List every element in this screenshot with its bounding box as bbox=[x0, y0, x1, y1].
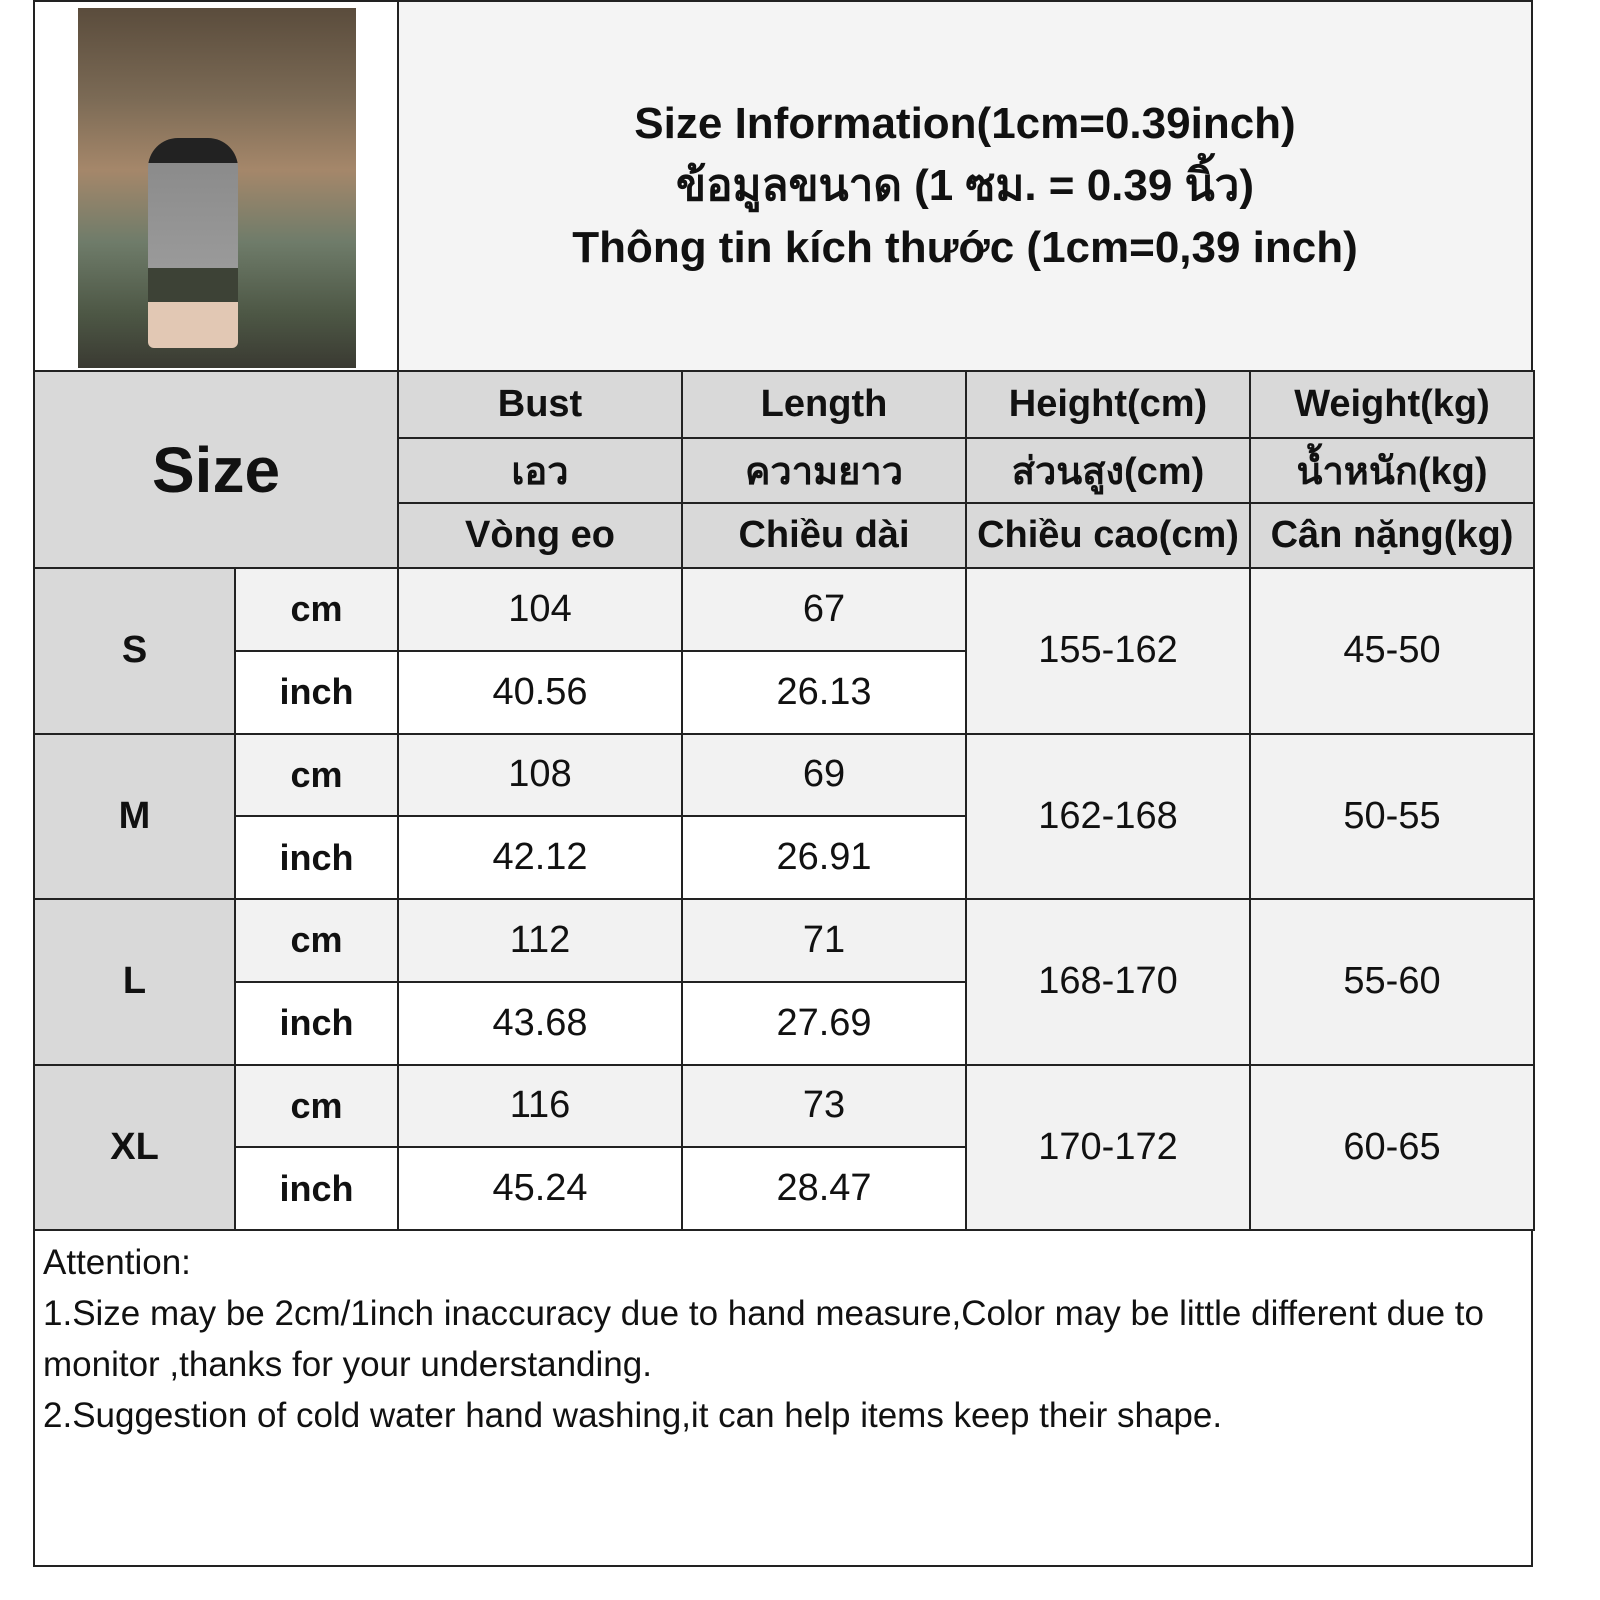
bust-inch-value: 40.56 bbox=[397, 649, 683, 735]
note-item: 1.Size may be 2cm/1inch inaccuracy due t… bbox=[43, 1294, 1484, 1384]
length-inch-value: 27.69 bbox=[681, 980, 967, 1066]
product-photo-cell bbox=[33, 0, 399, 372]
height-range-value: 168-170 bbox=[965, 898, 1251, 1066]
bust-cm-value: 116 bbox=[397, 1063, 683, 1149]
column-header-th: ความยาว bbox=[681, 437, 967, 504]
unit-label-cm: cm bbox=[234, 898, 399, 983]
column-header-vi: Cân nặng(kg) bbox=[1249, 502, 1535, 569]
length-cm-value: 73 bbox=[681, 1063, 967, 1149]
attention-notes: Attention: 1.Size may be 2cm/1inch inacc… bbox=[33, 1229, 1533, 1567]
column-header-en: Height(cm) bbox=[965, 370, 1251, 439]
height-range-value: 155-162 bbox=[965, 567, 1251, 735]
column-header-th: เอว bbox=[397, 437, 683, 504]
height-range-value: 162-168 bbox=[965, 732, 1251, 900]
weight-range-value: 55-60 bbox=[1249, 898, 1535, 1066]
column-header-en: Weight(kg) bbox=[1249, 370, 1535, 439]
model-figure bbox=[148, 138, 238, 348]
size-label: S bbox=[33, 567, 236, 735]
length-cm-value: 69 bbox=[681, 732, 967, 818]
length-cm-value: 71 bbox=[681, 898, 967, 983]
bust-cm-value: 104 bbox=[397, 567, 683, 652]
column-header-vi: Chiều dài bbox=[681, 502, 967, 569]
length-inch-value: 28.47 bbox=[681, 1146, 967, 1231]
unit-label-cm: cm bbox=[234, 732, 399, 818]
unit-label-inch: inch bbox=[234, 980, 399, 1066]
length-inch-value: 26.13 bbox=[681, 649, 967, 735]
size-label: XL bbox=[33, 1063, 236, 1231]
column-header-en: Bust bbox=[397, 370, 683, 439]
unit-label-inch: inch bbox=[234, 649, 399, 735]
title-vietnamese: Thông tin kích thước (1cm=0,39 inch) bbox=[572, 223, 1358, 272]
size-info-title: Size Information(1cm=0.39inch) ข้อมูลขนา… bbox=[397, 0, 1533, 372]
unit-label-cm: cm bbox=[234, 1063, 399, 1149]
unit-label-inch: inch bbox=[234, 815, 399, 900]
bust-cm-value: 112 bbox=[397, 898, 683, 983]
column-header-th: ส่วนสูง(cm) bbox=[965, 437, 1251, 504]
column-header-en: Length bbox=[681, 370, 967, 439]
size-label: M bbox=[33, 732, 236, 900]
note-item: 2.Suggestion of cold water hand washing,… bbox=[43, 1396, 1223, 1435]
product-photo bbox=[78, 8, 356, 368]
bust-inch-value: 43.68 bbox=[397, 980, 683, 1066]
bust-cm-value: 108 bbox=[397, 732, 683, 818]
title-thai: ข้อมูลขนาด (1 ซม. = 0.39 นิ้ว) bbox=[675, 161, 1254, 210]
size-label: L bbox=[33, 898, 236, 1066]
weight-range-value: 60-65 bbox=[1249, 1063, 1535, 1231]
column-header-vi: Chiều cao(cm) bbox=[965, 502, 1251, 569]
notes-heading: Attention: bbox=[43, 1243, 191, 1282]
size-header: Size bbox=[33, 370, 399, 569]
weight-range-value: 50-55 bbox=[1249, 732, 1535, 900]
unit-label-cm: cm bbox=[234, 567, 399, 652]
bust-inch-value: 45.24 bbox=[397, 1146, 683, 1231]
unit-label-inch: inch bbox=[234, 1146, 399, 1231]
column-header-th: น้ำหนัก(kg) bbox=[1249, 437, 1535, 504]
column-header-vi: Vòng eo bbox=[397, 502, 683, 569]
title-english: Size Information(1cm=0.39inch) bbox=[634, 99, 1296, 148]
length-inch-value: 26.91 bbox=[681, 815, 967, 900]
weight-range-value: 45-50 bbox=[1249, 567, 1535, 735]
bust-inch-value: 42.12 bbox=[397, 815, 683, 900]
length-cm-value: 67 bbox=[681, 567, 967, 652]
height-range-value: 170-172 bbox=[965, 1063, 1251, 1231]
